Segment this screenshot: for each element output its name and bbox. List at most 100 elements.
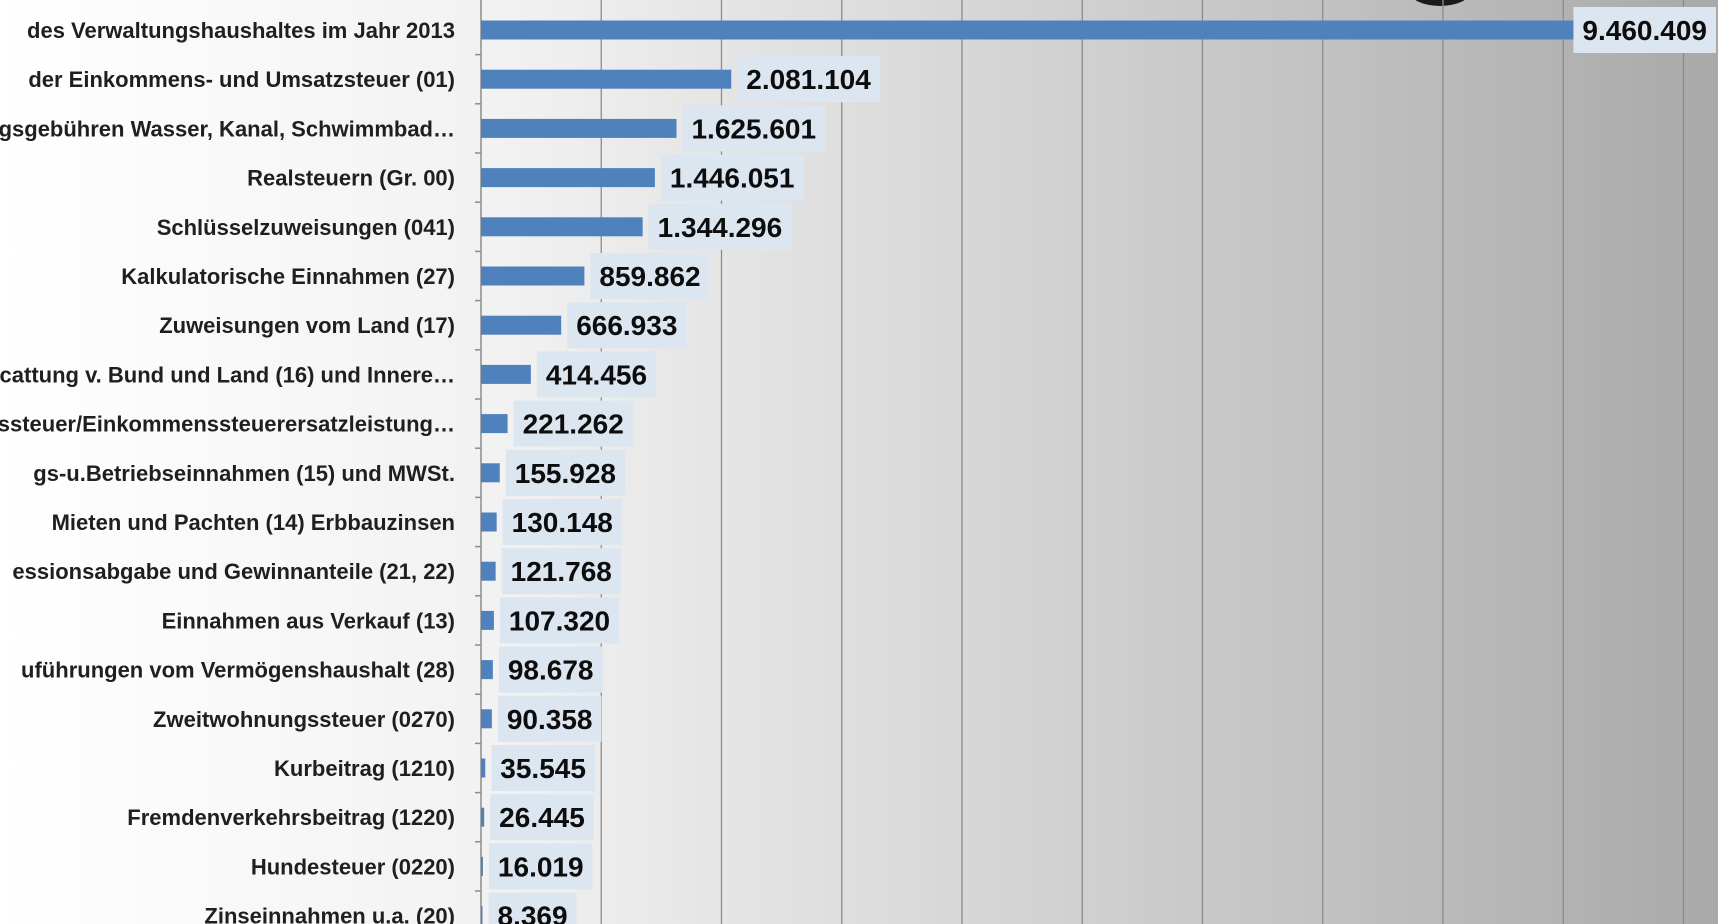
category-label: essionsabgabe und Gewinnanteile (21, 22) bbox=[12, 559, 455, 584]
category-label: Zuweisungen vom Land (17) bbox=[159, 313, 455, 338]
data-label-background bbox=[590, 253, 710, 299]
data-label-text: 1.625.601 bbox=[691, 113, 816, 144]
data-label: 1.344.296 bbox=[648, 203, 792, 250]
data-label: 26.445 bbox=[490, 794, 594, 841]
category-label: ssteuer/Einkommenssteuerersatzleistung… bbox=[0, 412, 455, 437]
data-label-text: 221.262 bbox=[523, 409, 624, 440]
data-label-background bbox=[737, 56, 880, 103]
category-label: Fremdenverkehrsbeitrag (1220) bbox=[127, 805, 455, 830]
data-label-text: 666.933 bbox=[576, 310, 677, 341]
bars bbox=[481, 20, 1619, 924]
data-label: 1.446.051 bbox=[660, 154, 804, 201]
data-label: 121.768 bbox=[501, 548, 621, 595]
data-label-text: 859.862 bbox=[599, 261, 700, 292]
data-label-text: 2.081.104 bbox=[746, 64, 871, 95]
data-label: 859.862 bbox=[590, 253, 710, 299]
data-label: 35.545 bbox=[491, 745, 595, 791]
data-label: 666.933 bbox=[567, 302, 687, 349]
data-label: 98.678 bbox=[498, 646, 603, 693]
data-label: 107.320 bbox=[499, 597, 620, 644]
bar bbox=[481, 266, 585, 286]
category-label: uführungen vom Vermögenshaushalt (28) bbox=[21, 658, 455, 683]
bar bbox=[481, 168, 655, 188]
category-label: Zinseinnahmen u.a. (20) bbox=[204, 904, 455, 924]
cropped-logo-fragment bbox=[1415, 0, 1465, 6]
data-label-background bbox=[490, 794, 594, 841]
data-label: 16.019 bbox=[488, 843, 593, 890]
category-label: gsgebühren Wasser, Kanal, Schwimmbad… bbox=[0, 116, 455, 141]
category-label: Einnahmen aus Verkauf (13) bbox=[162, 608, 455, 633]
bar bbox=[481, 906, 483, 924]
category-label: gs-u.Betriebseinnahmen (15) und MWSt. bbox=[33, 461, 455, 486]
data-label-background bbox=[536, 351, 657, 398]
bar bbox=[481, 758, 486, 778]
category-label: Schlüsselzuweisungen (041) bbox=[157, 215, 455, 240]
data-label: 155.928 bbox=[505, 449, 625, 496]
category-label: der Einkommens- und Umsatzsteuer (01) bbox=[28, 67, 455, 92]
data-label-text: 414.456 bbox=[546, 359, 647, 390]
bar bbox=[481, 856, 483, 876]
data-label-text: 98.678 bbox=[508, 655, 594, 686]
data-label-text: 35.545 bbox=[500, 753, 586, 784]
bar bbox=[481, 414, 508, 434]
data-label-background bbox=[501, 548, 621, 595]
data-label-text: 1.344.296 bbox=[658, 212, 783, 243]
data-label-text: 121.768 bbox=[511, 556, 612, 587]
data-label-text: 107.320 bbox=[509, 605, 610, 636]
bar bbox=[481, 20, 1619, 40]
category-label: cattung v. Bund und Land (16) und Innere… bbox=[0, 362, 455, 387]
bar bbox=[481, 610, 494, 630]
data-label-background bbox=[1573, 7, 1716, 53]
bar bbox=[481, 463, 500, 483]
category-label: Zweitwohnungssteuer (0270) bbox=[153, 707, 455, 732]
data-label: 9.460.409 bbox=[1573, 7, 1716, 53]
category-labels: des Verwaltungshaushaltes im Jahr 2013 de… bbox=[0, 18, 455, 924]
bar bbox=[481, 660, 493, 680]
data-label-background bbox=[498, 646, 603, 693]
data-label: 90.358 bbox=[497, 695, 602, 742]
bar bbox=[481, 217, 643, 237]
data-label-background bbox=[488, 843, 593, 890]
bar bbox=[481, 118, 677, 138]
data-label: 1.625.601 bbox=[682, 105, 826, 152]
bar bbox=[481, 561, 496, 581]
data-label-background bbox=[513, 400, 633, 447]
data-label-text: 90.358 bbox=[507, 704, 593, 735]
bar bbox=[481, 709, 492, 729]
category-label: Kurbeitrag (1210) bbox=[274, 756, 455, 781]
category-label: Mieten und Pachten (14) Erbbauzinsen bbox=[52, 510, 455, 535]
bar bbox=[481, 807, 485, 827]
data-label: 414.456 bbox=[536, 351, 657, 398]
bar bbox=[481, 512, 497, 532]
data-label-text: 130.148 bbox=[512, 507, 613, 538]
category-label: des Verwaltungshaushaltes im Jahr 2013 bbox=[27, 18, 455, 43]
data-label: 2.081.104 bbox=[737, 56, 880, 103]
data-label-background bbox=[491, 745, 595, 791]
data-label-background bbox=[488, 892, 577, 924]
data-label-background bbox=[505, 449, 625, 496]
value-labels: 9.460.409 2.081.104 1.625.601 1.446.051 1.34… bbox=[488, 7, 1716, 924]
bar bbox=[481, 69, 732, 89]
bar bbox=[481, 315, 562, 335]
data-label-background bbox=[682, 105, 826, 152]
data-label: 221.262 bbox=[513, 400, 633, 447]
data-label-text: 26.445 bbox=[499, 802, 585, 833]
bar bbox=[481, 364, 531, 384]
data-label-background bbox=[648, 203, 792, 250]
data-label-text: 9.460.409 bbox=[1582, 15, 1707, 46]
category-label: Kalkulatorische Einnahmen (27) bbox=[121, 264, 455, 289]
data-label-background bbox=[567, 302, 687, 349]
data-label: 130.148 bbox=[502, 499, 622, 545]
data-label-background bbox=[499, 597, 620, 644]
data-label-text: 16.019 bbox=[498, 851, 584, 882]
data-label-text: 155.928 bbox=[515, 458, 616, 489]
data-label-background bbox=[502, 499, 622, 545]
gridlines bbox=[475, 0, 1685, 924]
category-label: Realsteuern (Gr. 00) bbox=[247, 166, 455, 191]
data-label-background bbox=[660, 154, 804, 201]
category-label: Hundesteuer (0220) bbox=[251, 854, 455, 879]
data-label-text: 1.446.051 bbox=[670, 163, 795, 194]
data-label: 8.369 bbox=[488, 892, 577, 924]
